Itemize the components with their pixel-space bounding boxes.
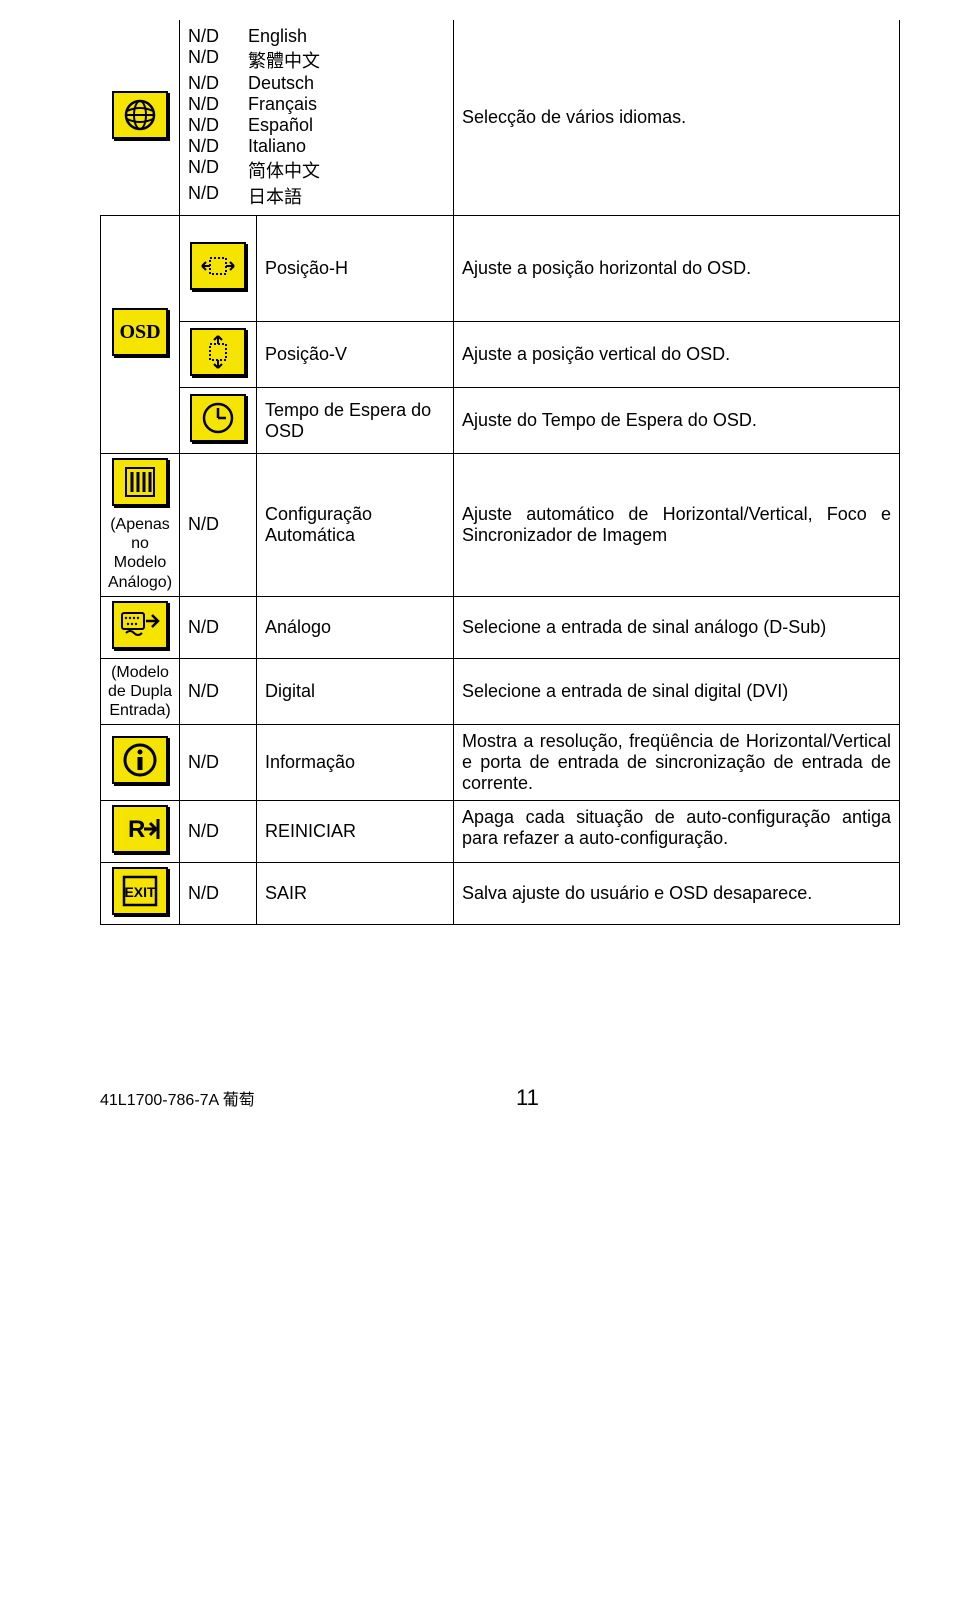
svg-text:OSD: OSD [119,321,160,343]
reset-nd: N/D [180,801,257,863]
globe-icon-cell [101,20,180,216]
nd-label: N/D [188,136,248,157]
exit-nd: N/D [180,863,257,925]
hpos-icon [190,242,246,290]
exit-icon: EXIT [112,867,168,915]
dual-input-note: (Modelo de Dupla Entrada) [101,658,180,725]
nd-label: N/D [188,94,248,115]
info-icon [112,736,168,784]
language-desc: Selecção de vários idiomas. [454,20,900,216]
lang-name: Español [248,115,313,136]
reset-icon: R [112,805,168,853]
nd-label: N/D [188,26,248,47]
exit-desc: Salva ajuste do usuário e OSD desaparece… [454,863,900,925]
osd-menu-table: N/DEnglish N/D繁體中文 N/DDeutsch N/DFrançai… [100,20,900,925]
auto-label: Configuração Automática [257,454,454,597]
vpos-icon-cell [180,322,257,388]
clock-icon [190,394,246,442]
hpos-desc: Ajuste a posição horizontal do OSD. [454,216,900,322]
info-desc: Mostra a resolução, freqüência de Horizo… [454,725,900,801]
nd-label: N/D [188,47,248,73]
vpos-icon [190,328,246,376]
page-number: 11 [155,1085,900,1111]
timeout-label: Tempo de Espera do OSD [257,388,454,454]
language-list-cell: N/DEnglish N/D繁體中文 N/DDeutsch N/DFrançai… [180,20,454,216]
lang-name: 繁體中文 [248,47,320,73]
timeout-desc: Ajuste do Tempo de Espera do OSD. [454,388,900,454]
input-analog-icon [112,601,168,649]
nd-label: N/D [188,73,248,94]
info-nd: N/D [180,725,257,801]
digital-nd: N/D [180,658,257,725]
lang-name: 日本語 [248,183,302,209]
lang-name: 简体中文 [248,157,320,183]
globe-icon [112,91,168,139]
page-footer: 41L1700-786-7A 葡萄 11 [100,1085,900,1111]
info-icon-cell [101,725,180,801]
analog-label: Análogo [257,596,454,658]
lang-name: English [248,26,307,47]
vpos-desc: Ajuste a posição vertical do OSD. [454,322,900,388]
lang-name: Italiano [248,136,306,157]
analog-icon-cell [101,596,180,658]
osd-icon-cell: OSD [101,216,180,454]
auto-desc: Ajuste automático de Horizontal/Vertical… [454,454,900,597]
analog-desc: Selecione a entrada de sinal análogo (D-… [454,596,900,658]
info-label: Informação [257,725,454,801]
svg-text:EXIT: EXIT [124,884,156,900]
exit-icon-cell: EXIT [101,863,180,925]
lang-name: Français [248,94,317,115]
reset-desc: Apaga cada situação de auto-configuração… [454,801,900,863]
svg-text:R: R [128,816,145,843]
hpos-label: Posição-H [257,216,454,322]
analog-nd: N/D [180,596,257,658]
exit-label: SAIR [257,863,454,925]
nd-label: N/D [188,183,248,209]
lang-name: Deutsch [248,73,314,94]
auto-icon [112,458,168,506]
osd-icon: OSD [112,308,168,356]
reset-label: REINICIAR [257,801,454,863]
nd-label: N/D [188,115,248,136]
auto-note: (Apenas no Modelo Análogo) [105,515,175,592]
digital-desc: Selecione a entrada de sinal digital (DV… [454,658,900,725]
nd-label: N/D [188,157,248,183]
vpos-label: Posição-V [257,322,454,388]
hpos-icon-cell [180,216,257,322]
reset-icon-cell: R [101,801,180,863]
auto-icon-cell: (Apenas no Modelo Análogo) [101,454,180,597]
auto-nd: N/D [180,454,257,597]
timeout-icon-cell [180,388,257,454]
digital-label: Digital [257,658,454,725]
